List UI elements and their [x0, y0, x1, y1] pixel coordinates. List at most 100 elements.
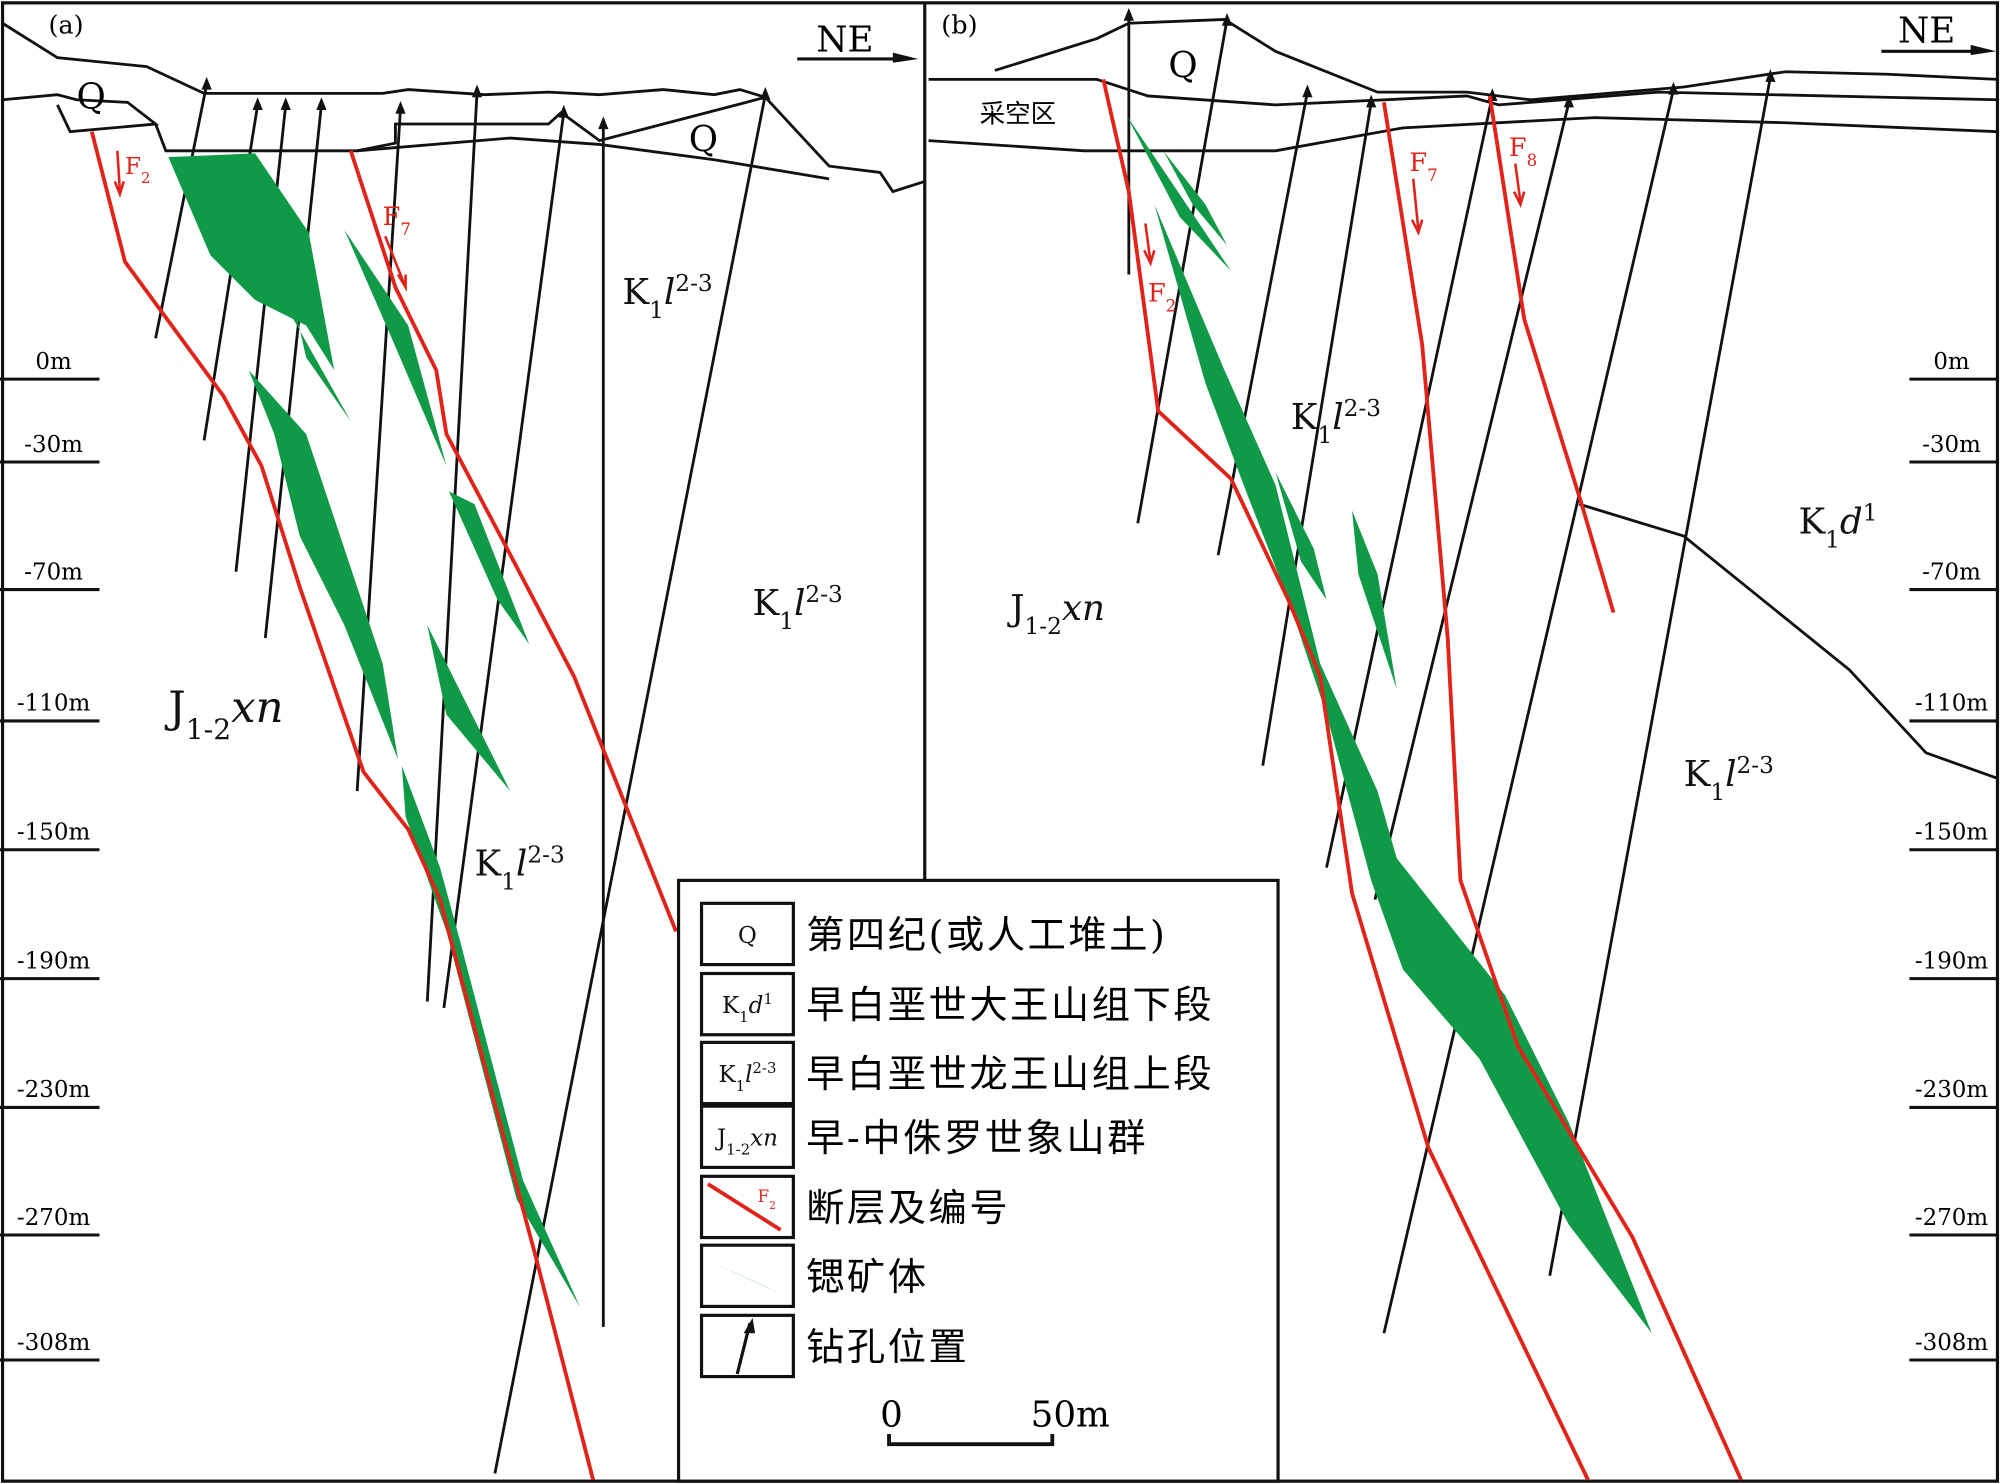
label-part: l: [745, 1062, 752, 1088]
legend-text: 早白垩世大王山组下段: [806, 983, 1214, 1028]
depth-label: -190m: [1915, 948, 1989, 974]
topography: [994, 18, 1998, 102]
label-part: 1: [501, 868, 516, 895]
formation-label: J1-2xn: [715, 1126, 778, 1159]
formation-label: J1-2xn: [164, 683, 283, 746]
label-part: 1: [736, 1077, 745, 1095]
label-part: F: [758, 1187, 770, 1206]
panel-label: (a): [48, 10, 83, 40]
label-part: 2: [1166, 296, 1177, 315]
depth-label: -30m: [24, 432, 83, 458]
goaf-base: [928, 116, 1998, 153]
legend-swatch: [699, 1040, 795, 1106]
panel-a-geology: [1, 22, 926, 1481]
panel-b-geology: [928, 7, 1998, 1481]
legend-text: 早白垩世龙王山组上段: [806, 1052, 1214, 1097]
label-part: F: [1409, 148, 1427, 178]
depth-label: -230m: [17, 1077, 91, 1103]
label-part: 2-3: [675, 269, 712, 296]
formation-label: F8: [1509, 133, 1537, 170]
label-part: 2-3: [527, 841, 564, 868]
fault-f7: [348, 150, 678, 933]
label-part: F: [1509, 133, 1527, 163]
label-part: F: [125, 154, 141, 180]
label-part: l: [1332, 397, 1343, 438]
depth-label: -150m: [1915, 820, 1989, 846]
k1d1-boundary: [1578, 502, 1998, 780]
formation-label: Q: [738, 923, 757, 949]
formation-q: Q: [77, 77, 106, 118]
formation-label: K1d1: [1798, 499, 1877, 553]
legend-text: 第四纪(或人工堆土): [806, 913, 1167, 958]
formation-label: K1l2-3: [474, 841, 564, 895]
depth-label: -270m: [17, 1205, 91, 1231]
label-part: d: [749, 993, 764, 1019]
label-part: xn: [750, 1126, 778, 1152]
label-part: 7: [1427, 166, 1438, 185]
formation-label: F7: [1409, 148, 1437, 184]
legend-swatch: [699, 971, 795, 1037]
label-part: J: [1007, 588, 1024, 629]
direction: NE: [1898, 10, 1955, 51]
drill-holes: [154, 84, 767, 1474]
legend-swatch: [699, 1104, 795, 1169]
depth-label: -308m: [17, 1330, 91, 1356]
label-part: J: [164, 683, 185, 733]
label-part: K: [474, 843, 502, 884]
label-part: K: [1798, 501, 1826, 542]
legend-swatch: [699, 901, 795, 967]
fault-f2: [1101, 78, 1590, 1481]
panel-label: (b): [941, 10, 977, 40]
label-part: 2: [769, 1198, 776, 1211]
surface: [928, 77, 1998, 107]
drill-arrows: [201, 76, 771, 130]
label-part: d: [1840, 501, 1863, 542]
formation-label: K1l2-3: [1684, 752, 1774, 806]
label-part: F: [383, 202, 401, 232]
q-base: [357, 136, 830, 181]
label-part: Q: [738, 923, 757, 949]
depth-label: -30m: [1922, 432, 1981, 458]
scale-bar: [887, 1433, 1055, 1447]
formation-label: J1-2xn: [1007, 588, 1105, 639]
fault-arrows: [113, 150, 407, 292]
depth-label: -150m: [17, 820, 91, 846]
label-part: 1: [1318, 421, 1333, 448]
label-part: 1: [1825, 526, 1840, 553]
legend-text: 早-中侏罗世象山群: [806, 1116, 1148, 1161]
label-part: F: [1148, 278, 1166, 308]
legend-text: 锶矿体: [806, 1255, 928, 1300]
depth-label: -70m: [24, 559, 83, 585]
label-part: 1: [779, 608, 794, 635]
label-part: K: [718, 1062, 736, 1088]
label-part: l: [794, 583, 805, 624]
formation-label: F7: [383, 202, 411, 239]
legend-text: 断层及编号: [806, 1186, 1010, 1231]
formation-label: K1d1: [722, 990, 773, 1026]
depth-label: -70m: [1922, 559, 1981, 585]
depth-label: -110m: [17, 691, 91, 717]
label-part: K: [753, 583, 781, 624]
label-part: 1-2: [186, 713, 231, 746]
label-part: 2-3: [805, 581, 842, 608]
q-boundary: [2, 93, 160, 134]
formation-label: K1l2-3: [753, 581, 843, 635]
label-part: 1: [763, 990, 772, 1008]
legend-swatch: [699, 1243, 795, 1309]
label-part: 2: [141, 169, 150, 187]
formation-q: Q: [1168, 45, 1197, 86]
label-part: 7: [400, 219, 411, 238]
formation-q: Q: [689, 119, 718, 160]
scale-start: 0: [880, 1394, 903, 1435]
label-part: K: [722, 993, 740, 1019]
depth-label: 0m: [1933, 349, 1970, 375]
depth-label: -308m: [1915, 1330, 1989, 1356]
goaf-label: 采空区: [980, 100, 1057, 130]
label-part: 8: [1527, 150, 1538, 169]
label-part: 2-3: [1737, 752, 1774, 779]
scale-end: 50m: [1031, 1394, 1110, 1435]
label-part: 2-3: [752, 1059, 776, 1077]
depth-label: -110m: [1915, 691, 1989, 717]
formation-label: F2: [758, 1187, 776, 1212]
